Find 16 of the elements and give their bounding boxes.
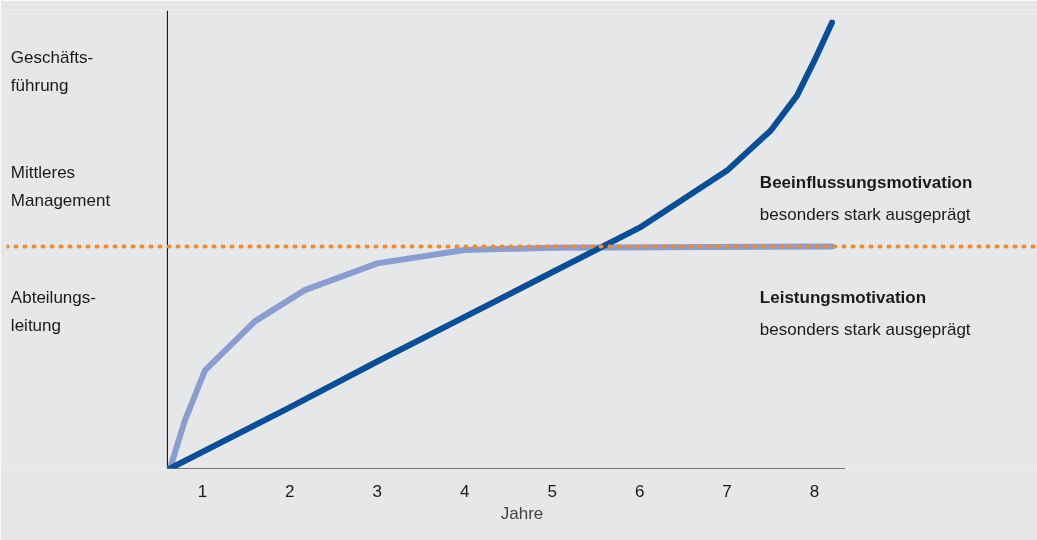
- x-axis-title: Jahre: [500, 503, 544, 523]
- text: Mittleres Management: [10, 162, 111, 211]
- x-tick-label: 4: [459, 481, 470, 501]
- x-tick-label: 7: [722, 481, 732, 501]
- x-tick-label: 2: [285, 481, 295, 501]
- text: Abteilungs- leitung: [10, 287, 96, 336]
- x-tick-label: 3: [372, 481, 383, 501]
- annotation: Leistungsmotivation: [759, 288, 927, 308]
- annotation: Beeinflussungsmotivation: [759, 173, 973, 193]
- x-tick-label: 5: [547, 481, 557, 501]
- x-tick-label: 8: [809, 481, 820, 501]
- x-tick-label: 1: [197, 481, 208, 501]
- annotation: besonders stark ausgeprägt: [759, 204, 971, 224]
- text: Geschäfts- führung: [10, 47, 94, 96]
- x-tick-label: 6: [634, 481, 645, 501]
- annotation: besonders stark ausgeprägt: [759, 319, 971, 339]
